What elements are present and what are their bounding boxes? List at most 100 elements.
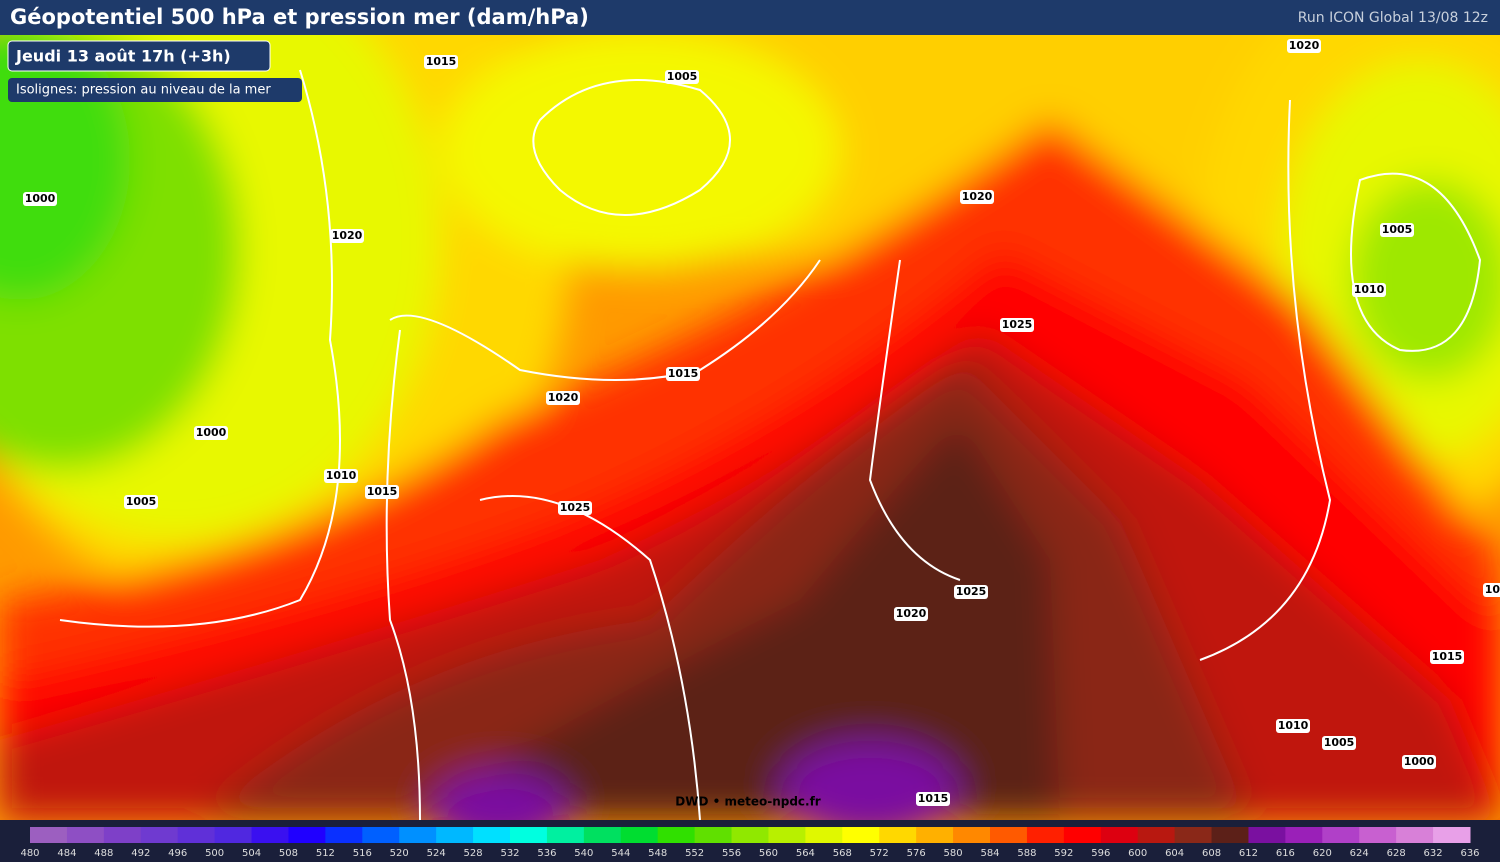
isobar-label: 1010 <box>326 469 357 482</box>
isobar-label-bg <box>1483 583 1500 597</box>
isobar-label: 1020 <box>962 190 993 203</box>
colorbar-tick-label: 604 <box>1165 848 1184 859</box>
isobar-label: 1015 <box>1432 650 1463 663</box>
colorbar-segment <box>399 827 437 843</box>
isobar-label-bg <box>324 469 358 483</box>
colorbar-segment <box>657 827 696 843</box>
colorbar-tick-label: 504 <box>242 848 261 859</box>
colorbar-segment <box>1211 827 1249 843</box>
isobar-label: 1015 <box>918 792 949 805</box>
isobar-label: 1010 <box>1278 719 1309 732</box>
isobar-label-bg <box>666 367 700 381</box>
colorbar-segment <box>473 827 511 843</box>
colorbar-segment <box>731 827 769 843</box>
isobar-label: 1025 <box>1002 318 1033 331</box>
isobar-label-bg <box>330 229 364 243</box>
isobar-label-bg <box>1276 719 1310 733</box>
title: Géopotentiel 500 hPa et pression mer (da… <box>10 5 589 29</box>
isobar-label: 1025 <box>560 501 591 514</box>
isobar-label: 1025 <box>956 585 987 598</box>
header-bar <box>0 0 1500 35</box>
colorbar-segment <box>214 827 253 843</box>
colorbar-tick-label: 480 <box>20 848 39 859</box>
colorbar-segment <box>953 827 991 843</box>
colorbar-tick-label: 612 <box>1239 848 1258 859</box>
colorbar: 480 484 488 492 496 500 504 508 512 516 520 524 528 5… <box>20 827 1480 859</box>
isobar-label: 1020 <box>548 391 579 404</box>
isobar-label: 1015 <box>1485 583 1500 596</box>
date-label: Jeudi 13 août 17h (+3h) <box>15 47 231 66</box>
colorbar-tick-label: 556 <box>722 848 741 859</box>
colorbar-segment <box>1026 827 1065 843</box>
colorbar-tick-label: 496 <box>168 848 187 859</box>
colorbar-segment <box>694 827 733 843</box>
colorbar-tick-label: 580 <box>944 848 963 859</box>
isobar-label-bg <box>1380 223 1414 237</box>
isobar-label-bg <box>546 391 580 405</box>
isobar-label-bg <box>194 426 228 440</box>
isobar-label: 1000 <box>1404 755 1435 768</box>
colorbar-tick-label: 516 <box>353 848 372 859</box>
colorbar-tick-label: 560 <box>759 848 778 859</box>
colorbar-tick-label: 548 <box>648 848 667 859</box>
isobar-label: 1005 <box>126 495 157 508</box>
colorbar-segment <box>103 827 142 843</box>
colorbar-segment <box>66 827 105 843</box>
colorbar-tick-label: 508 <box>279 848 298 859</box>
colorbar-segment <box>990 827 1028 843</box>
colorbar-segment <box>1359 827 1397 843</box>
colorbar-tick-label: 572 <box>870 848 889 859</box>
colorbar-segment <box>842 827 880 843</box>
colorbar-tick-label: 616 <box>1276 848 1295 859</box>
colorbar-segment <box>1285 827 1323 843</box>
isobar-label: 1020 <box>332 229 363 242</box>
colorbar-segment <box>1137 827 1176 843</box>
colorbar-tick-label: 588 <box>1017 848 1036 859</box>
isobar-label-bg <box>424 55 458 69</box>
isobar-label-bg <box>665 70 699 84</box>
colorbar-segment <box>805 827 843 843</box>
colorbar-segment <box>1248 827 1286 843</box>
isobar-label: 1005 <box>667 70 698 83</box>
colorbar-tick-label: 632 <box>1424 848 1443 859</box>
attribution: DWD • meteo-npdc.fr <box>675 795 821 809</box>
colorbar-tick-label: 520 <box>390 848 409 859</box>
isobar-label-bg <box>23 192 57 206</box>
colorbar-tick-label: 500 <box>205 848 224 859</box>
colorbar-segment <box>325 827 363 843</box>
colorbar-tick-label: 564 <box>796 848 815 859</box>
colorbar-tick-label: 608 <box>1202 848 1221 859</box>
isobar-label-bg <box>365 485 399 499</box>
isobar-label-bg <box>1402 755 1436 769</box>
colorbar-segment <box>288 827 326 843</box>
isobar-label: 1015 <box>367 485 398 498</box>
colorbar-tick-label: 592 <box>1054 848 1073 859</box>
isobar-label: 1000 <box>25 192 56 205</box>
colorbar-tick-label: 532 <box>500 848 519 859</box>
isobar-labels: 1015 1005 1020 1000 1020 1020 1005 1010 1025 1015… <box>23 39 1500 806</box>
colorbar-tick-label: 544 <box>611 848 630 859</box>
colorbar-segment <box>30 827 68 843</box>
colorbar-segment <box>620 827 659 843</box>
colorbar-tick-label: 568 <box>833 848 852 859</box>
colorbar-segment <box>1174 827 1213 843</box>
isobar-label-bg <box>558 501 592 515</box>
colorbar-segment <box>1063 827 1102 843</box>
colorbar-segment <box>510 827 548 843</box>
colorbar-segment <box>177 827 216 843</box>
isobar-label: 1010 <box>1354 283 1385 296</box>
isobar-label: 1020 <box>1289 39 1320 52</box>
colorbar-tick-label: 624 <box>1350 848 1369 859</box>
isobar-label: 1020 <box>896 607 927 620</box>
colorbar-tick-label: 512 <box>316 848 335 859</box>
colorbar-segment <box>1433 827 1471 843</box>
colorbar-segment <box>546 827 585 843</box>
colorbar-tick-label: 596 <box>1091 848 1110 859</box>
isobar-label-bg <box>1430 650 1464 664</box>
isobar-label-bg <box>124 495 158 509</box>
note: Isolignes: pression au niveau de la mer <box>16 83 271 98</box>
colorbar-tick-label: 620 <box>1313 848 1332 859</box>
colorbar-segment <box>916 827 954 843</box>
isobar-label: 1005 <box>1324 736 1355 749</box>
